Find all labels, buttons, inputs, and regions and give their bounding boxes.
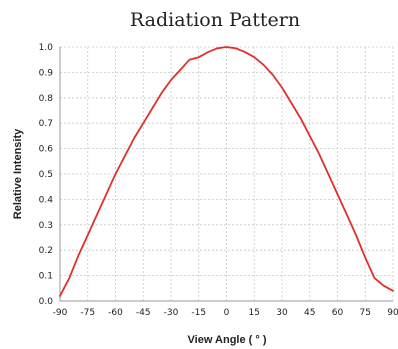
x-tick-label: -15: [191, 308, 206, 318]
chart-axes: [59, 47, 394, 302]
x-tick-label: 45: [304, 308, 315, 318]
y-tick-label: 0.5: [39, 170, 53, 180]
y-axis-ticks: 0.0 0.1 0.2 0.3 0.4 0.5 0.6 0.7 0.8 0.9 1.0: [39, 43, 54, 307]
x-tick-label: -30: [164, 308, 179, 318]
y-axis-label: Relative Intensity: [12, 128, 24, 219]
y-tick-label: 1.0: [39, 43, 54, 53]
y-tick-label: 0.8: [39, 94, 54, 104]
x-tick-label: 15: [249, 308, 260, 318]
series-line: [59, 46, 394, 297]
x-tick-label: 75: [360, 308, 371, 318]
x-axis-ticks: -90 -75 -60 -45 -30 -15 0 15 30 45 60 75 90: [53, 308, 398, 318]
chart-grid: [60, 46, 393, 301]
plot-area: [59, 46, 394, 297]
x-axis-label: View Angle ( ° ): [188, 334, 267, 346]
y-tick-label: 0.6: [39, 145, 54, 155]
chart-title: Radiation Pattern: [130, 9, 300, 31]
x-tick-label: -75: [80, 308, 95, 318]
x-tick-label: 60: [332, 308, 344, 318]
x-tick-label: 90: [387, 308, 398, 318]
y-tick-label: 0.1: [39, 272, 53, 282]
x-tick-label: 30: [276, 308, 288, 318]
y-tick-label: 0.3: [39, 221, 53, 231]
y-tick-label: 0.2: [39, 246, 53, 256]
y-tick-label: 0.7: [39, 119, 53, 129]
y-tick-label: 0.4: [39, 195, 54, 205]
x-tick-label: 0: [224, 308, 230, 318]
x-tick-label: -90: [53, 308, 68, 318]
y-tick-label: 0.0: [39, 297, 54, 307]
x-tick-label: -45: [136, 308, 151, 318]
x-tick-label: -60: [108, 308, 123, 318]
y-tick-label: 0.9: [39, 68, 54, 78]
